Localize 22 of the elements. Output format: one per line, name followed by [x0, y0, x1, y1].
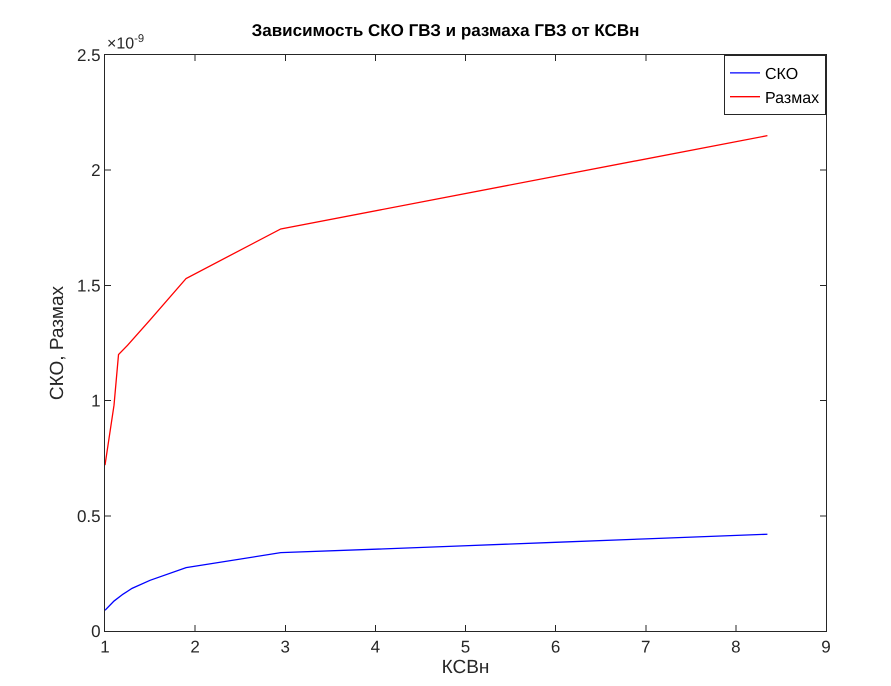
- y-tick-label: 2.5: [76, 46, 101, 65]
- y-tick-label: 0.5: [76, 506, 101, 526]
- x-tick-label: 5: [460, 637, 470, 656]
- x-tick-label: 7: [641, 637, 650, 656]
- x-tick-label: 6: [550, 637, 560, 656]
- chart-title: Зависимость СКО ГВЗ и размаха ГВЗ от КСВн: [252, 20, 640, 40]
- line-series: [105, 534, 768, 611]
- x-tick-label: 2: [190, 637, 200, 656]
- x-tick-label: 3: [280, 637, 290, 656]
- x-tick-label: 8: [731, 637, 741, 656]
- y-tick-label: 0: [91, 622, 101, 641]
- x-axis-title: КСВн: [442, 657, 490, 678]
- y-tick-label: 1.5: [76, 276, 101, 296]
- y-tick-label: 2: [91, 161, 101, 180]
- line-series: [105, 134, 768, 466]
- text: ×10$^{-9}$: [107, 33, 144, 53]
- y-tick-label: 1: [91, 392, 101, 411]
- x-tick-label: 9: [821, 637, 831, 656]
- legend-label: СКО: [765, 66, 798, 84]
- legend-label: Размах: [765, 90, 820, 107]
- x-tick-label: 4: [370, 637, 380, 656]
- y-axis-title: СКО, Размах: [46, 285, 68, 400]
